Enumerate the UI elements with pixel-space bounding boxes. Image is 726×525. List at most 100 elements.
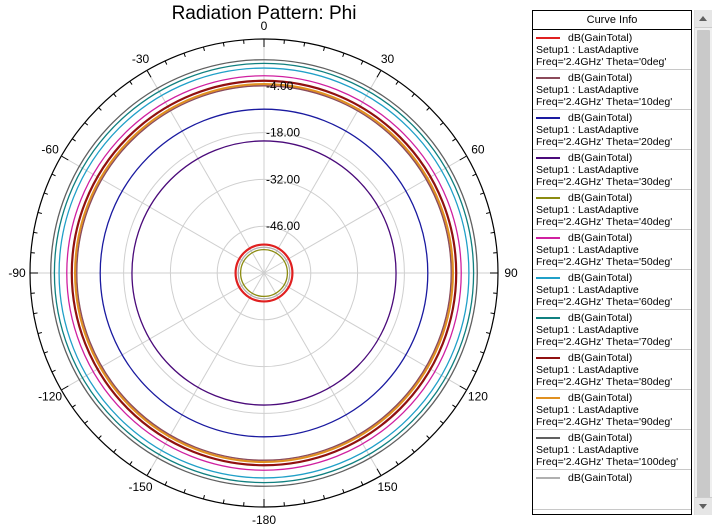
- legend-item-name-row: dB(GainTotal): [536, 112, 688, 124]
- legend-item-name-row: dB(GainTotal): [536, 32, 688, 44]
- legend-item-setup: Setup1 : LastAdaptive: [536, 44, 639, 56]
- legend-item-name: dB(GainTotal): [568, 192, 633, 204]
- angle-tick-mark: [439, 122, 444, 126]
- angle-grid-spoke: [263, 155, 467, 274]
- legend-item-freq: Freq='2.4GHz' Theta='60deg': [536, 296, 673, 308]
- legend-item-setup: Setup1 : LastAdaptive: [536, 84, 639, 96]
- legend-item-setup: Setup1 : LastAdaptive: [536, 444, 639, 456]
- angle-tick-mark: [323, 495, 326, 500]
- angle-tick-mark: [452, 138, 456, 142]
- legend-item: dB(GainTotal): [533, 470, 691, 510]
- chart-title: Radiation Pattern: Phi: [172, 3, 357, 24]
- legend-item-name-row: dB(GainTotal): [536, 352, 688, 364]
- legend-item-name: dB(GainTotal): [568, 32, 633, 44]
- angle-tick-mark: [113, 448, 117, 453]
- legend-item-setup: Setup1 : LastAdaptive: [536, 364, 639, 376]
- angle-tick-mark: [342, 52, 345, 58]
- legend-item-name-row: dB(GainTotal): [536, 312, 688, 324]
- legend-item-setup: Setup1 : LastAdaptive: [536, 244, 639, 256]
- angle-tick-mark: [342, 488, 345, 494]
- legend-swatch: [536, 117, 560, 119]
- angle-tick-label: 120: [468, 390, 488, 404]
- curve-series-6: [58, 67, 470, 479]
- legend-item-freq: Freq='2.4GHz' Theta='10deg': [536, 96, 673, 108]
- angle-tick-mark: [84, 420, 89, 424]
- scroll-thumb[interactable]: [697, 30, 710, 500]
- angle-grid-spoke: [61, 155, 265, 274]
- angle-tick-mark: [98, 435, 102, 439]
- curves-group: [50, 59, 478, 487]
- angle-tick-mark: [222, 499, 225, 504]
- angle-tick-mark: [303, 42, 306, 47]
- legend-item-freq: Freq='2.4GHz' Theta='50deg': [536, 256, 673, 268]
- curve-series-3: [131, 140, 397, 406]
- legend-item-freq: Freq='2.4GHz' Theta='90deg': [536, 416, 673, 428]
- angle-tick-mark: [33, 312, 38, 315]
- legend-item-name-row: dB(GainTotal): [536, 152, 688, 164]
- radial-tick-labels: -4.00 -18.00 -32.00 -46.00: [266, 79, 300, 233]
- legend-item-name: dB(GainTotal): [568, 272, 633, 284]
- angle-tick-mark: [472, 369, 477, 373]
- angle-tick-mark: [490, 231, 495, 234]
- legend-item: dB(GainTotal) Setup1 : LastAdaptive Freq='…: [533, 110, 691, 150]
- angle-tick-mark: [452, 404, 456, 408]
- legend-item-name-row: dB(GainTotal): [536, 232, 688, 244]
- legend-item: dB(GainTotal) Setup1 : LastAdaptive Freq='…: [533, 350, 691, 390]
- legend-item-name-row: dB(GainTotal): [536, 392, 688, 404]
- angle-tick-label: 30: [381, 52, 395, 66]
- legend-item-setup: Setup1 : LastAdaptive: [536, 404, 639, 416]
- legend-swatch: [536, 77, 560, 79]
- angle-tick-mark: [146, 468, 152, 476]
- angle-tick-labels: 0 30 60 90 120 150 -180 -150 -120 -90 -60 -30: [8, 19, 518, 525]
- angle-tick-mark: [479, 192, 485, 195]
- legend-item-setup: Setup1 : LastAdaptive: [536, 204, 639, 216]
- angle-tick-mark: [51, 173, 56, 177]
- angle-tick-mark: [113, 93, 117, 98]
- angle-tick-mark: [43, 192, 49, 195]
- legend-item: dB(GainTotal) Setup1 : LastAdaptive Freq='…: [533, 70, 691, 110]
- scroll-down-arrow-icon[interactable]: [695, 497, 712, 515]
- angle-tick-label: -90: [8, 266, 26, 280]
- radial-tick-label: -46.00: [266, 219, 300, 233]
- angle-grid-spoke: [263, 70, 382, 274]
- angle-tick-label: 60: [471, 143, 485, 157]
- legend-scrollbar[interactable]: [694, 10, 712, 515]
- radial-tick-label: -32.00: [266, 172, 300, 186]
- angle-tick-label: -180: [252, 513, 276, 525]
- legend-items: dB(GainTotal) Setup1 : LastAdaptive Freq='…: [533, 30, 691, 510]
- angle-tick-mark: [459, 385, 467, 391]
- legend-item-name: dB(GainTotal): [568, 352, 633, 364]
- angle-tick-mark: [426, 107, 430, 111]
- angle-tick-mark: [146, 70, 152, 78]
- angle-tick-mark: [37, 332, 42, 335]
- angle-grid-spoke: [61, 272, 265, 391]
- legend-swatch: [536, 437, 560, 439]
- legend-item: dB(GainTotal) Setup1 : LastAdaptive Freq='…: [533, 190, 691, 230]
- angle-tick-mark: [183, 52, 186, 58]
- angle-tick-mark: [486, 211, 491, 214]
- angle-tick-mark: [479, 351, 485, 354]
- angle-tick-mark: [164, 60, 168, 65]
- curve-series-10: [50, 59, 478, 487]
- angle-tick-mark: [376, 468, 382, 476]
- angle-tick-mark: [411, 448, 415, 453]
- legend-item-name: dB(GainTotal): [568, 152, 633, 164]
- legend-item: dB(GainTotal) Setup1 : LastAdaptive Freq='…: [533, 270, 691, 310]
- angle-tick-mark: [376, 70, 382, 78]
- scroll-up-arrow-icon[interactable]: [695, 10, 712, 28]
- legend-item-freq: Freq='2.4GHz' Theta='70deg': [536, 336, 673, 348]
- legend-item-name: dB(GainTotal): [568, 112, 633, 124]
- angle-tick-mark: [33, 231, 38, 234]
- angle-tick-mark: [183, 488, 186, 494]
- legend-item-name: dB(GainTotal): [568, 392, 633, 404]
- curve-series-4: [239, 248, 289, 298]
- angle-grid-spoke: [263, 272, 382, 476]
- angle-grid-spoke: [146, 272, 265, 476]
- legend-item-name-row: dB(GainTotal): [536, 432, 688, 444]
- angle-tick-mark: [459, 155, 467, 161]
- angle-tick-label: 0: [261, 19, 268, 33]
- angle-tick-mark: [98, 107, 102, 111]
- angle-tick-mark: [84, 122, 89, 126]
- angle-tick-mark: [37, 211, 42, 214]
- angle-tick-mark: [411, 93, 415, 98]
